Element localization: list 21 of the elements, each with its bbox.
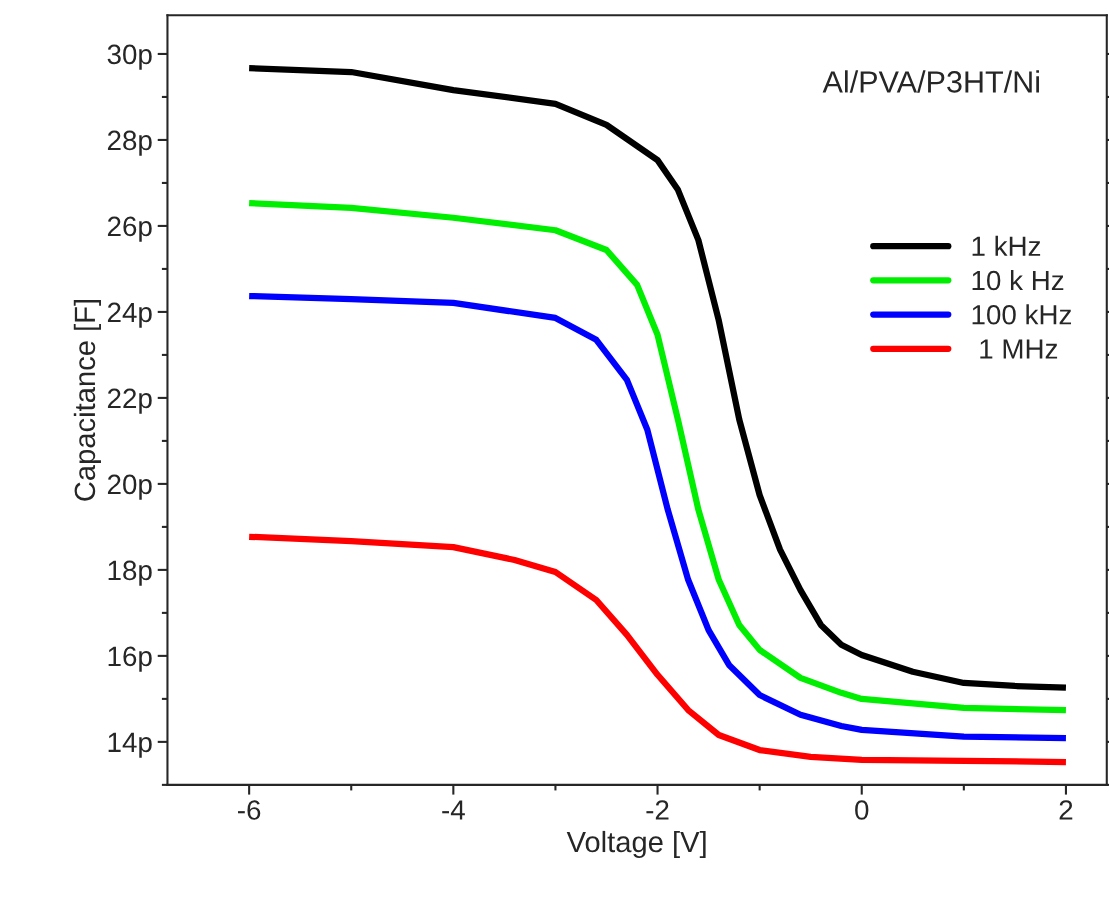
- y-tick-label: 20p: [107, 474, 152, 500]
- x-axis-title: Voltage [V]: [566, 830, 706, 859]
- x-tick-label: 2: [1059, 800, 1073, 820]
- y-tick-label: 18p: [108, 560, 152, 586]
- legend-label: 10 k Hz: [972, 269, 1064, 291]
- y-tick-label: 30p: [107, 44, 152, 70]
- legend-label: 1 kHz: [972, 235, 1041, 256]
- x-tick-label: -2: [646, 800, 669, 820]
- y-tick-label: 28p: [107, 130, 152, 156]
- x-tick-label: -6: [238, 800, 261, 820]
- y-tick-label: 16p: [108, 646, 152, 672]
- legend-label: 100 kHz: [972, 304, 1072, 325]
- y-tick-label: 26p: [107, 216, 152, 242]
- annotation: Al/PVA/P3HT/Ni: [822, 70, 1039, 93]
- legend-label: 1 MHz: [980, 339, 1058, 359]
- y-tick-label: 24p: [107, 302, 152, 328]
- y-tick-label: 22p: [107, 388, 152, 414]
- x-tick-label: -4: [442, 800, 465, 820]
- y-tick-label: 14p: [108, 732, 152, 758]
- x-tick-label: 0: [855, 800, 869, 820]
- y-axis-title: Capacitance [F]: [73, 300, 101, 501]
